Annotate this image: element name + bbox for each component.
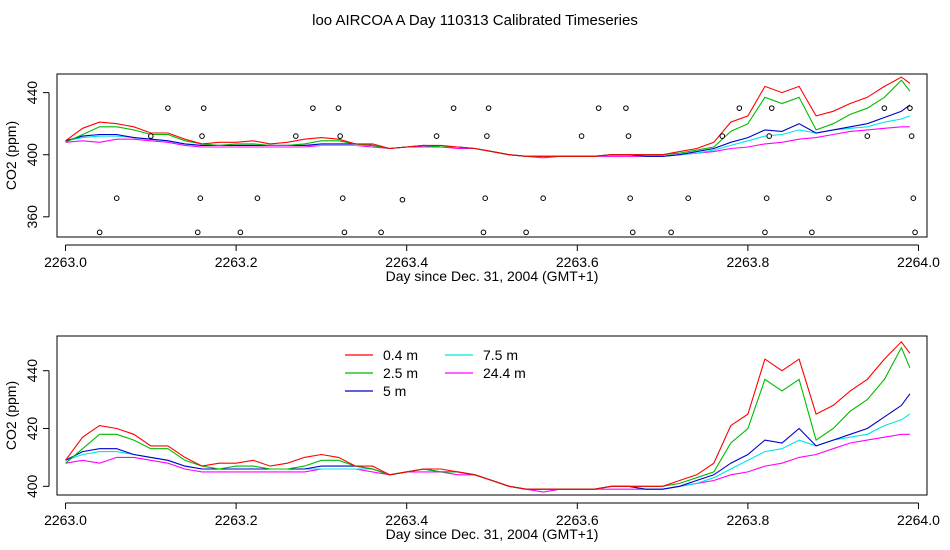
- y-axis-label: CO2 (ppm): [3, 381, 19, 450]
- data-point: [912, 229, 918, 236]
- data-point: [627, 195, 633, 201]
- legend-label: 5 m: [383, 383, 406, 399]
- plot-frame: [56, 73, 928, 238]
- data-point: [910, 195, 917, 201]
- data-point: [337, 133, 343, 139]
- data-point: [485, 105, 492, 111]
- data-point: [199, 133, 205, 139]
- data-point: [629, 229, 636, 236]
- y-tick-label: 440: [24, 81, 40, 105]
- plot-frame: [56, 335, 928, 496]
- data-point: [595, 105, 602, 111]
- x-tick-label: 2263.4: [385, 512, 428, 528]
- data-point: [766, 133, 773, 139]
- x-tick-label: 2263.6: [556, 512, 599, 528]
- data-point: [763, 195, 770, 201]
- y-tick-label: 360: [24, 205, 40, 229]
- x-axis-label: Day since Dec. 31, 2004 (GMT+1): [386, 526, 599, 542]
- data-point: [480, 229, 487, 236]
- x-axis-label: Day since Dec. 31, 2004 (GMT+1): [386, 268, 599, 284]
- data-point: [881, 105, 888, 111]
- x-tick-label: 2263.2: [215, 512, 258, 528]
- data-point: [907, 105, 913, 111]
- series-line-5-m: [65, 393, 911, 490]
- data-point: [165, 105, 171, 111]
- x-tick-label: 2264.0: [897, 512, 940, 528]
- data-point: [719, 133, 726, 139]
- data-point: [762, 229, 768, 236]
- data-point: [310, 105, 316, 111]
- series-line-7-5-m: [65, 413, 911, 490]
- top-panel: 2263.0 2263.2 2263.4 2263.6 2263.8 2264.0 Day …: [3, 73, 940, 284]
- data-point: [341, 229, 348, 236]
- legend: 0.4 m 2.5 m 5 m 7.5 m 24.4 m: [345, 347, 526, 399]
- data-point: [625, 133, 632, 139]
- data-point: [237, 229, 244, 236]
- x-tick-label: 2263.0: [44, 254, 87, 270]
- legend-label: 7.5 m: [483, 347, 518, 363]
- data-point: [197, 195, 204, 201]
- legend-label: 0.4 m: [383, 347, 418, 363]
- data-point: [450, 105, 457, 111]
- legend-label: 2.5 m: [383, 365, 418, 381]
- data-point: [623, 105, 629, 111]
- data-point: [113, 195, 120, 201]
- data-point: [339, 195, 346, 201]
- plot-area: [65, 340, 911, 493]
- legend-label: 24.4 m: [483, 365, 526, 381]
- data-point: [736, 105, 743, 111]
- data-point: [194, 229, 201, 236]
- x-tick-label: 2263.4: [385, 254, 428, 270]
- data-point: [826, 195, 832, 201]
- y-tick-label: 400: [24, 474, 40, 498]
- series-line-0-4-m: [65, 76, 911, 157]
- x-tick-label: 2263.0: [44, 512, 87, 528]
- y-tick-label: 420: [24, 417, 40, 441]
- y-axis-label: CO2 (ppm): [3, 121, 19, 190]
- y-tick-label: 440: [24, 359, 40, 383]
- data-point: [809, 229, 815, 236]
- data-point: [685, 195, 691, 201]
- data-point: [335, 105, 342, 111]
- data-point: [148, 133, 154, 139]
- series-line-0-4-m: [65, 340, 911, 490]
- x-tick-label: 2263.8: [726, 254, 769, 270]
- data-point: [668, 229, 674, 236]
- data-point: [768, 105, 775, 111]
- x-tick-label: 2264.0: [897, 254, 940, 270]
- figure-title: loo AIRCOA A Day 110313 Calibrated Times…: [312, 12, 638, 29]
- x-tick-label: 2263.8: [726, 512, 769, 528]
- data-point: [484, 133, 490, 139]
- data-point: [523, 229, 529, 236]
- plot-area: [65, 76, 918, 236]
- data-point: [96, 229, 103, 236]
- data-point: [378, 229, 384, 236]
- bottom-panel: 2263.0 2263.2 2263.4 2263.6 2263.8 2264.0 Day …: [3, 335, 940, 542]
- x-tick-label: 2263.6: [556, 254, 599, 270]
- y-tick-label: 400: [24, 143, 40, 167]
- x-tick-label: 2263.2: [215, 254, 258, 270]
- data-point: [540, 195, 546, 201]
- data-point: [433, 133, 440, 139]
- data-point: [482, 195, 488, 201]
- data-point: [578, 133, 585, 139]
- data-point: [399, 196, 406, 203]
- data-point: [908, 133, 915, 139]
- data-point: [254, 195, 261, 201]
- data-point: [200, 105, 207, 111]
- data-point: [864, 133, 871, 139]
- data-point: [293, 133, 299, 139]
- series-line-5-m: [65, 104, 911, 157]
